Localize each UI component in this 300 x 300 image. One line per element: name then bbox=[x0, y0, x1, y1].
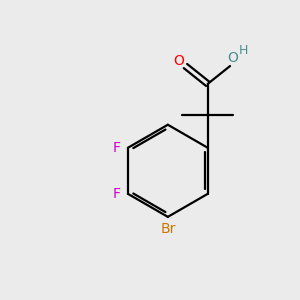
Text: Br: Br bbox=[160, 222, 176, 236]
Text: F: F bbox=[112, 187, 121, 201]
Text: H: H bbox=[239, 44, 248, 57]
Text: F: F bbox=[112, 141, 121, 155]
Text: O: O bbox=[173, 54, 184, 68]
Text: O: O bbox=[228, 51, 238, 65]
